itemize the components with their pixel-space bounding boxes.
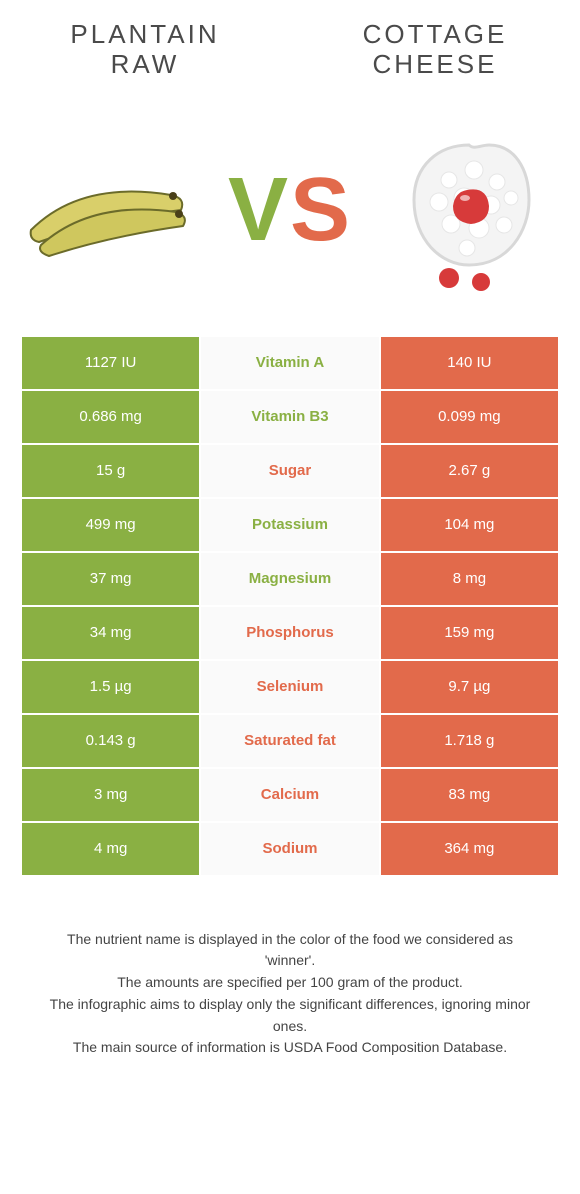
cottage-cheese-icon [379,120,559,300]
right-value: 104 mg [380,498,559,552]
right-value: 83 mg [380,768,559,822]
title-right-line1: COTTAGE [363,19,508,49]
left-value: 499 mg [21,498,200,552]
table-row: 1127 IUVitamin A140 IU [21,336,559,390]
nutrient-label: Calcium [200,768,380,822]
left-value: 1127 IU [21,336,200,390]
header-titles: PLANTAIN RAW COTTAGE CHEESE [0,20,580,80]
left-value: 15 g [21,444,200,498]
footer-line-4: The main source of information is USDA F… [42,1037,538,1059]
title-left-line2: RAW [111,49,180,79]
left-value: 3 mg [21,768,200,822]
title-right: COTTAGE CHEESE [290,20,580,80]
right-value: 0.099 mg [380,390,559,444]
table-row: 499 mgPotassium104 mg [21,498,559,552]
nutrient-label: Phosphorus [200,606,380,660]
footer-line-2: The amounts are specified per 100 gram o… [42,972,538,994]
left-value: 1.5 µg [21,660,200,714]
left-value: 0.143 g [21,714,200,768]
vs-letter-s: S [290,160,352,260]
nutrient-label: Vitamin A [200,336,380,390]
right-value: 9.7 µg [380,660,559,714]
nutrient-label: Vitamin B3 [200,390,380,444]
footer-line-1: The nutrient name is displayed in the co… [42,929,538,972]
nutrient-label: Selenium [200,660,380,714]
nutrient-label: Magnesium [200,552,380,606]
plantain-icon [21,150,201,270]
right-value: 159 mg [380,606,559,660]
left-value: 34 mg [21,606,200,660]
footer-line-3: The infographic aims to display only the… [42,994,538,1037]
vs-letter-v: V [228,160,290,260]
right-value: 2.67 g [380,444,559,498]
title-right-line2: CHEESE [373,49,498,79]
title-left: PLANTAIN RAW [0,20,290,80]
left-value: 4 mg [21,822,200,876]
nutrient-label: Saturated fat [200,714,380,768]
table-row: 34 mgPhosphorus159 mg [21,606,559,660]
nutrient-label: Potassium [200,498,380,552]
right-value: 364 mg [380,822,559,876]
footer-notes: The nutrient name is displayed in the co… [42,929,538,1059]
left-food-image [0,150,222,270]
images-row: VS [0,115,580,305]
right-value: 140 IU [380,336,559,390]
nutrient-label: Sodium [200,822,380,876]
right-food-image [358,120,580,300]
right-value: 8 mg [380,552,559,606]
left-value: 0.686 mg [21,390,200,444]
nutrient-label: Sugar [200,444,380,498]
table-row: 0.686 mgVitamin B30.099 mg [21,390,559,444]
comparison-table-body: 1127 IUVitamin A140 IU0.686 mgVitamin B3… [21,336,559,876]
table-row: 0.143 gSaturated fat1.718 g [21,714,559,768]
table-row: 37 mgMagnesium8 mg [21,552,559,606]
left-value: 37 mg [21,552,200,606]
table-row: 15 gSugar2.67 g [21,444,559,498]
table-row: 1.5 µgSelenium9.7 µg [21,660,559,714]
table-row: 3 mgCalcium83 mg [21,768,559,822]
title-left-line1: PLANTAIN [70,19,219,49]
comparison-table: 1127 IUVitamin A140 IU0.686 mgVitamin B3… [20,335,560,877]
right-value: 1.718 g [380,714,559,768]
table-row: 4 mgSodium364 mg [21,822,559,876]
vs-badge: VS [222,165,358,255]
